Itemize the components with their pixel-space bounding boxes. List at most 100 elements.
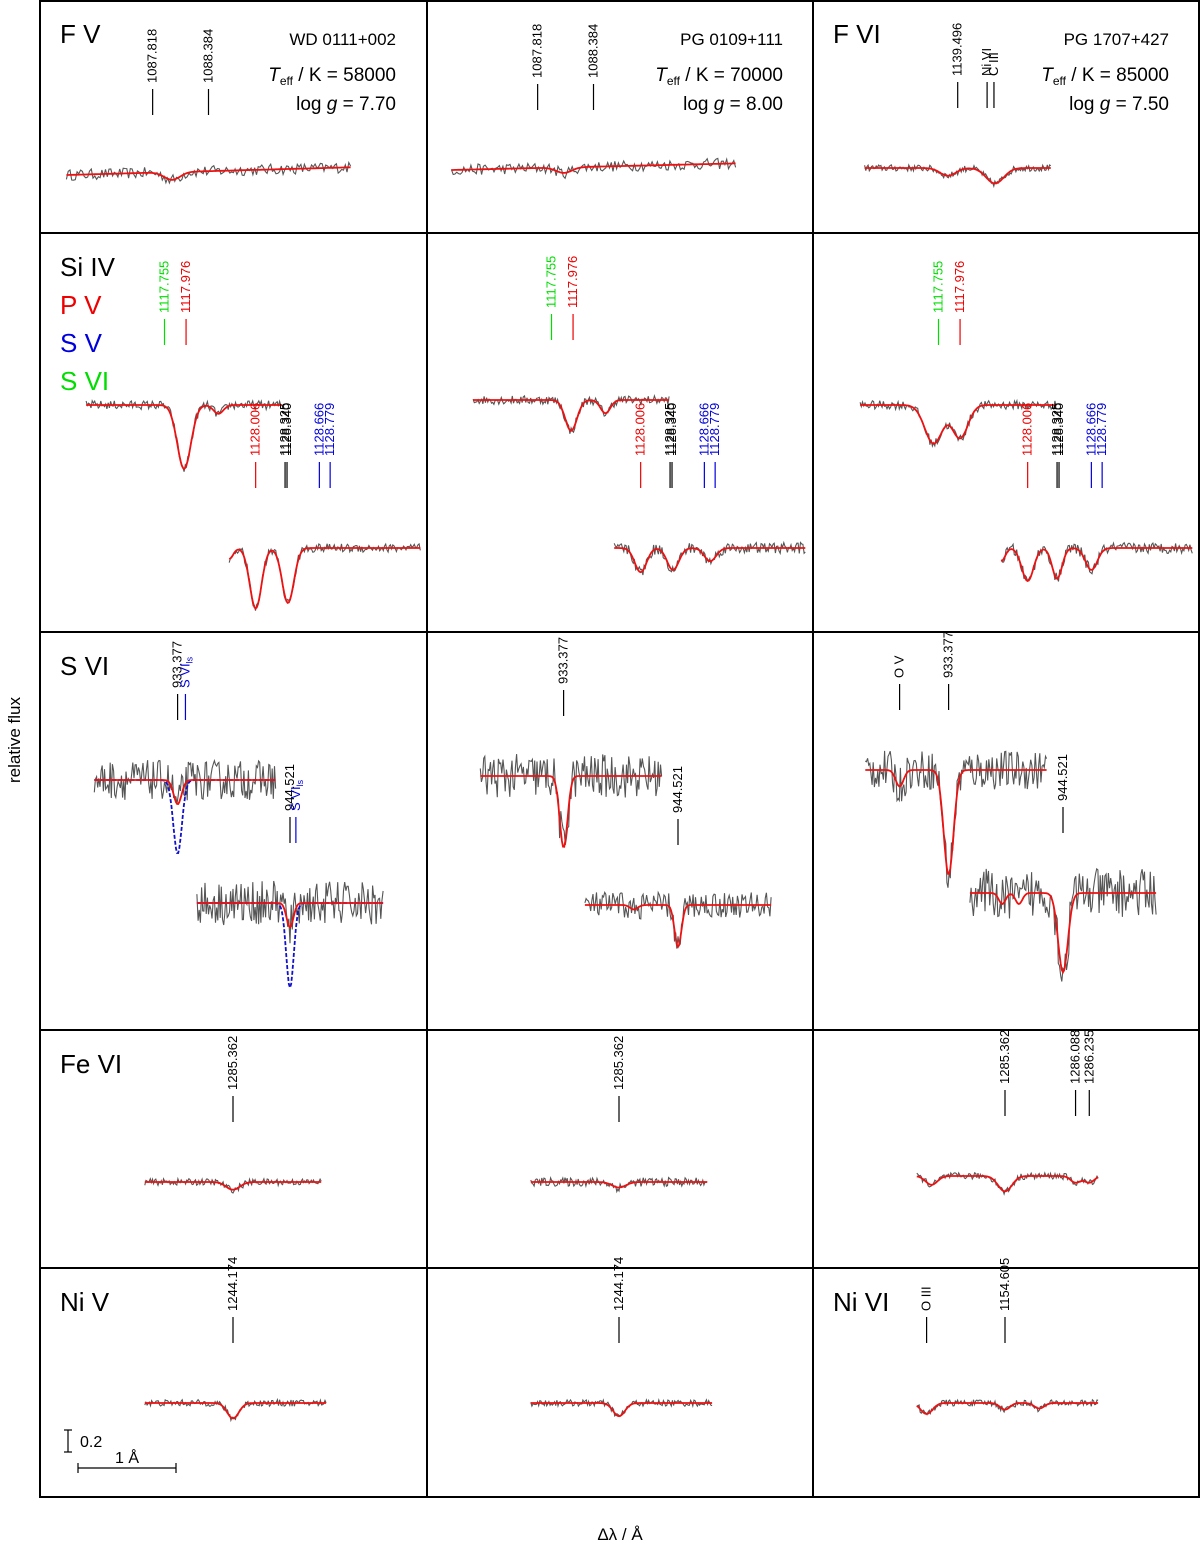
observed-spectrum: [530, 1175, 708, 1194]
line-id-label: O V: [892, 655, 907, 678]
line-id-label: 1139.496: [950, 23, 965, 76]
line-id-label: O III: [919, 1286, 934, 1311]
observed-spectrum: [65, 160, 352, 185]
model-spectrum: [144, 1181, 322, 1191]
line-id-label: S VIls: [288, 779, 305, 811]
line-id-label: S VIls: [177, 656, 194, 688]
legend-entry: S VI: [60, 366, 109, 396]
scale-bar-flux-label: 0.2: [80, 1434, 102, 1451]
model-spectrum: [451, 162, 736, 174]
model-spectrum: [228, 547, 421, 610]
legend-entry: S V: [60, 328, 103, 358]
star-logg: log g = 7.70: [296, 94, 396, 115]
panel-frame: [39, 0, 1200, 1498]
ion-label: F VI: [833, 19, 881, 49]
line-id-label: 944.521: [670, 766, 685, 813]
spectra-layer: [65, 157, 1193, 1423]
model-spectrum: [66, 166, 351, 181]
model-spectrum: [614, 547, 806, 574]
line-id-label: 1244.174: [611, 1257, 626, 1311]
line-id-label: 944.521: [282, 764, 297, 811]
line-id-label: 1117.755: [157, 261, 172, 313]
model-spectrum: [864, 167, 1051, 185]
line-id-label: 1128.340: [1051, 403, 1066, 456]
model-spectrum: [916, 1402, 1099, 1415]
model-spectrum: [860, 404, 1057, 445]
line-id-label: C III: [986, 52, 1001, 76]
star-teff: Teff / K = 85000: [1041, 65, 1169, 88]
y-axis-label: relative flux: [5, 697, 24, 783]
line-id-label: 944.521: [1055, 754, 1070, 801]
line-id-label: 933.377: [556, 637, 571, 684]
model-spectrum: [584, 904, 772, 949]
star-logg: log g = 7.50: [1069, 94, 1169, 115]
model-spectrum: [530, 1402, 713, 1418]
ion-label: Ni VI: [833, 1287, 889, 1317]
line-id-label: 1244.174: [225, 1257, 240, 1311]
line-id-label: 1088.384: [586, 24, 601, 78]
line-id-label: 1128.779: [1094, 403, 1109, 456]
line-id-label: 1128.666: [311, 403, 326, 456]
x-axis-label: Δλ / Å: [597, 1525, 643, 1544]
line-id-label: 1117.976: [565, 256, 580, 308]
star-name: WD 0111+002: [289, 30, 396, 49]
model-spectrum: [86, 404, 283, 470]
line-id-label: 1154.605: [997, 1258, 1012, 1311]
ion-label: S VI: [60, 651, 109, 681]
line-id-label: 1286.235: [1081, 1030, 1096, 1084]
line-id-label: 1128.779: [707, 403, 722, 456]
model-spectrum: [916, 1175, 1099, 1193]
observed-spectrum: [196, 880, 384, 944]
observed-spectrum: [472, 394, 670, 434]
model-spectrum: [473, 399, 670, 432]
observed-spectrum: [144, 1176, 322, 1194]
observed-spectrum: [93, 758, 277, 804]
line-id-label: 1128.325: [277, 403, 292, 456]
star-name: PG 0109+111: [680, 30, 783, 49]
line-id-label: 1087.818: [530, 24, 545, 78]
line-id-label: 1285.362: [611, 1036, 626, 1090]
line-id-label: 1285.362: [997, 1030, 1012, 1084]
line-id-label: 1128.006: [248, 403, 263, 456]
observed-spectrum: [969, 867, 1157, 982]
line-id-label: 1117.976: [178, 261, 193, 313]
line-id-label: 1128.340: [279, 403, 294, 456]
line-id-label: 1087.818: [145, 29, 160, 83]
line-id-label: 1128.666: [696, 403, 711, 456]
star-logg: log g = 8.00: [683, 94, 783, 115]
star-teff: Teff / K = 70000: [655, 65, 783, 88]
star-teff: Teff / K = 58000: [268, 65, 396, 88]
star-name: PG 1707+427: [1064, 30, 1169, 49]
observed-spectrum: [916, 1398, 1099, 1416]
line-id-label: 1128.325: [662, 403, 677, 456]
legend-entry: P V: [60, 290, 102, 320]
observed-spectrum: [584, 890, 772, 949]
model-spectrum: [480, 775, 662, 848]
line-id-label: 933.377: [170, 641, 185, 688]
line-id-label: 1117.976: [952, 261, 967, 313]
observed-spectrum: [479, 754, 663, 845]
line-id-label: 1128.666: [1083, 403, 1098, 456]
line-id-label: 1128.340: [664, 403, 679, 456]
observed-spectrum: [859, 398, 1057, 448]
legend-entry: Si IV: [60, 252, 116, 282]
model-spectrum: [969, 892, 1157, 975]
ion-label: Ni V: [60, 1287, 110, 1317]
observed-spectrum: [864, 163, 1052, 189]
line-id-label: 1128.779: [322, 403, 337, 456]
line-id-label: 1128.006: [633, 403, 648, 456]
labels-layer: F V F VI Si IV P V S V S VI S VI Fe VI Ni V Ni VI…: [60, 19, 1169, 1343]
line-id-label: 1285.362: [225, 1036, 240, 1090]
line-id-label: 1128.006: [1020, 403, 1035, 456]
line-id-label: 1286.088: [1068, 1030, 1083, 1084]
model-spectrum: [144, 1402, 327, 1420]
ion-label: Fe VI: [60, 1049, 122, 1079]
line-id-label: 1117.755: [931, 261, 946, 313]
line-id-label: 1088.384: [201, 29, 216, 83]
model-spectrum: [196, 902, 384, 929]
observed-spectrum: [864, 750, 1048, 888]
model-spectrum: [1000, 547, 1193, 583]
model-spectrum: [94, 779, 276, 805]
model-spectrum: [865, 769, 1047, 875]
